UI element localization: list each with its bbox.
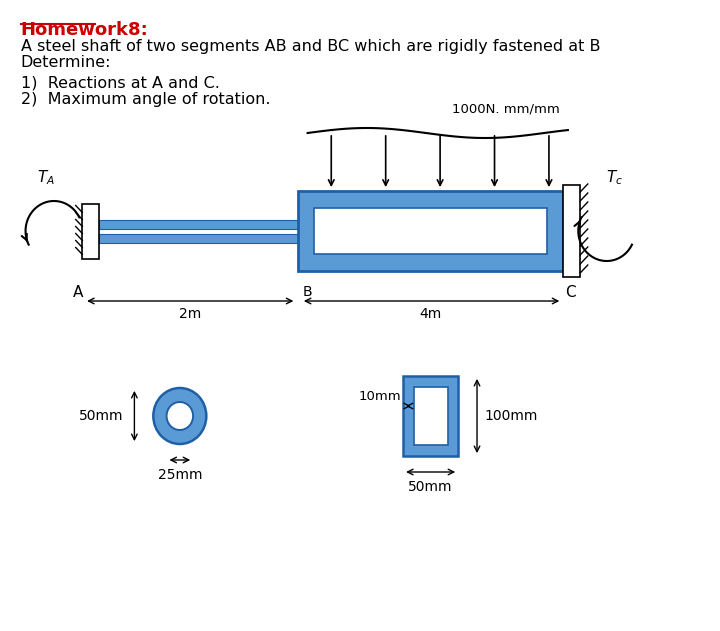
Bar: [314, 208, 547, 254]
Text: A: A: [73, 285, 83, 300]
Text: 1000N. mm/mm: 1000N. mm/mm: [452, 102, 560, 115]
Text: 4m: 4m: [420, 307, 442, 321]
Text: Homework8:: Homework8:: [21, 21, 148, 39]
Bar: [82, 204, 99, 259]
Text: Determine:: Determine:: [21, 55, 112, 70]
Text: 10mm: 10mm: [359, 389, 401, 403]
Text: $T_A$: $T_A$: [37, 168, 55, 187]
Bar: [413, 387, 448, 445]
Text: 50mm: 50mm: [408, 480, 453, 494]
Text: 25mm: 25mm: [158, 468, 202, 482]
Text: C: C: [565, 285, 576, 300]
Circle shape: [166, 402, 193, 430]
Bar: [99, 233, 298, 242]
Circle shape: [153, 388, 207, 444]
Bar: [563, 185, 580, 277]
Text: 50mm: 50mm: [78, 409, 123, 423]
Text: 1)  Reactions at A and C.: 1) Reactions at A and C.: [21, 76, 220, 91]
Bar: [99, 220, 298, 228]
Text: $T_c$: $T_c$: [606, 168, 623, 187]
Text: 2)  Maximum angle of rotation.: 2) Maximum angle of rotation.: [21, 92, 270, 107]
Text: 100mm: 100mm: [485, 409, 538, 423]
Text: B: B: [303, 285, 312, 299]
Bar: [403, 376, 458, 456]
Bar: [298, 191, 563, 271]
Text: 2m: 2m: [179, 307, 202, 321]
Text: A steel shaft of two segments AB and BC which are rigidly fastened at B: A steel shaft of two segments AB and BC …: [21, 39, 600, 54]
